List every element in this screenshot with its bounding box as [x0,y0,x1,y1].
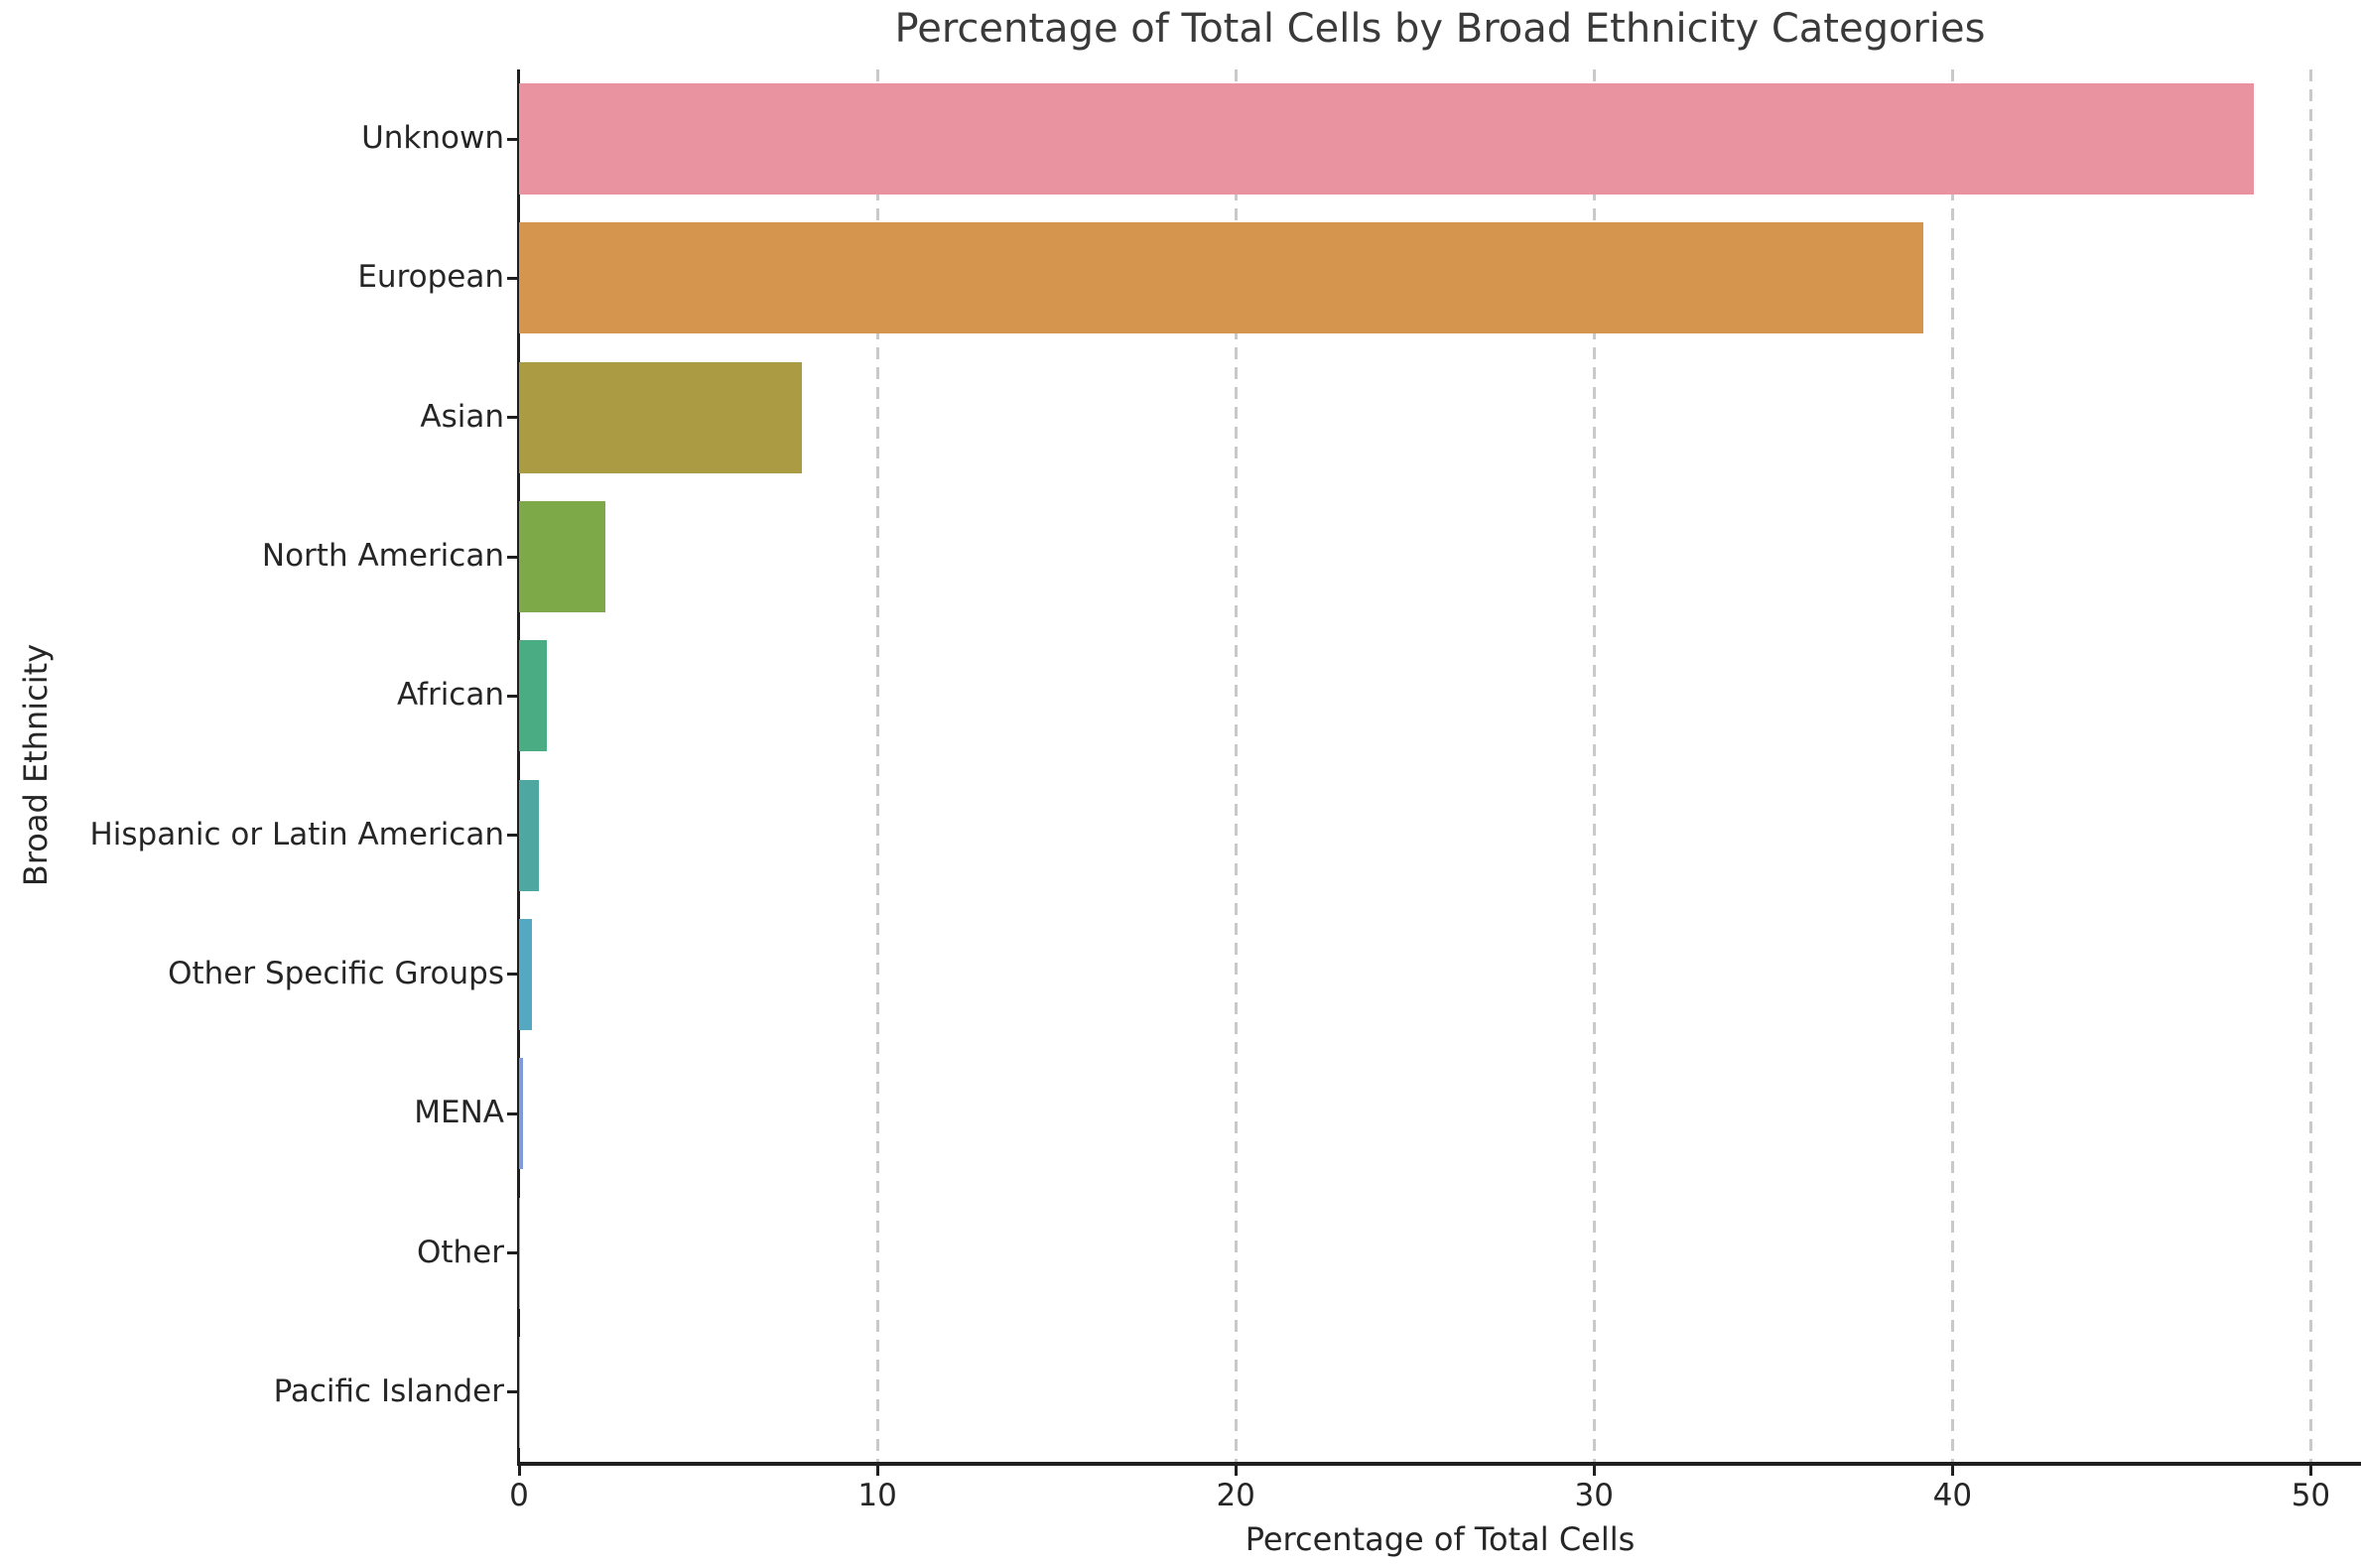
y-tick-label: Other [416,1234,504,1270]
x-tick-mark [1592,1464,1596,1476]
y-tick-mark [507,973,519,977]
bar-african [519,640,548,752]
bar-european [519,222,1924,334]
y-tick-label: North American [261,538,504,575]
gridline-x10 [875,69,879,1462]
y-tick-mark [507,555,519,559]
y-tick-label: Other Specific Groups [168,955,504,991]
y-tick-mark [507,694,519,698]
bar-asian [519,361,803,473]
y-tick-mark [507,137,519,141]
y-tick-mark [507,416,519,420]
x-tick-label: 30 [1574,1478,1614,1513]
x-tick-label: 0 [509,1478,529,1513]
bar-hispanic-or-latin-american [519,779,539,891]
y-tick-label: European [357,259,504,296]
y-tick-label: Pacific Islander [273,1372,504,1409]
bar-other [519,1197,521,1309]
y-tick-label: Hispanic or Latin American [89,816,504,852]
x-tick-mark [1234,1464,1238,1476]
gridline-x30 [1592,69,1596,1462]
plot-area [517,69,2361,1466]
y-tick-label: Asian [420,398,504,435]
x-tick-label: 20 [1216,1478,1255,1513]
gridline-x40 [1950,69,1954,1462]
bar-unknown [519,83,2254,196]
bar-mena [519,1058,524,1170]
x-tick-label: 40 [1932,1478,1973,1513]
x-tick-label: 50 [2291,1478,2331,1513]
x-axis-label: Percentage of Total Cells [1245,1520,1636,1558]
gridline-x20 [1234,69,1238,1462]
y-axis-label: Broad Ethnicity [17,643,55,887]
y-tick-mark [507,1111,519,1115]
x-axis-spine [517,1462,2361,1466]
y-tick-mark [507,1390,519,1394]
x-tick-mark [1950,1464,1954,1476]
x-tick-mark [875,1464,879,1476]
x-tick-mark [517,1464,521,1476]
y-tick-label: Unknown [361,120,504,157]
y-axis-spine [517,69,520,1465]
y-tick-mark [507,1251,519,1255]
x-tick-mark [2308,1464,2312,1476]
y-tick-label: African [396,677,504,714]
y-tick-label: MENA [414,1095,504,1131]
x-tick-label: 10 [857,1478,897,1513]
y-tick-mark [507,276,519,280]
bar-north-american [519,501,605,613]
gridline-x50 [2308,69,2312,1462]
y-tick-mark [507,834,519,838]
chart-title: Percentage of Total Cells by Broad Ethni… [894,6,1986,52]
bar-other-specific-groups [519,918,532,1030]
